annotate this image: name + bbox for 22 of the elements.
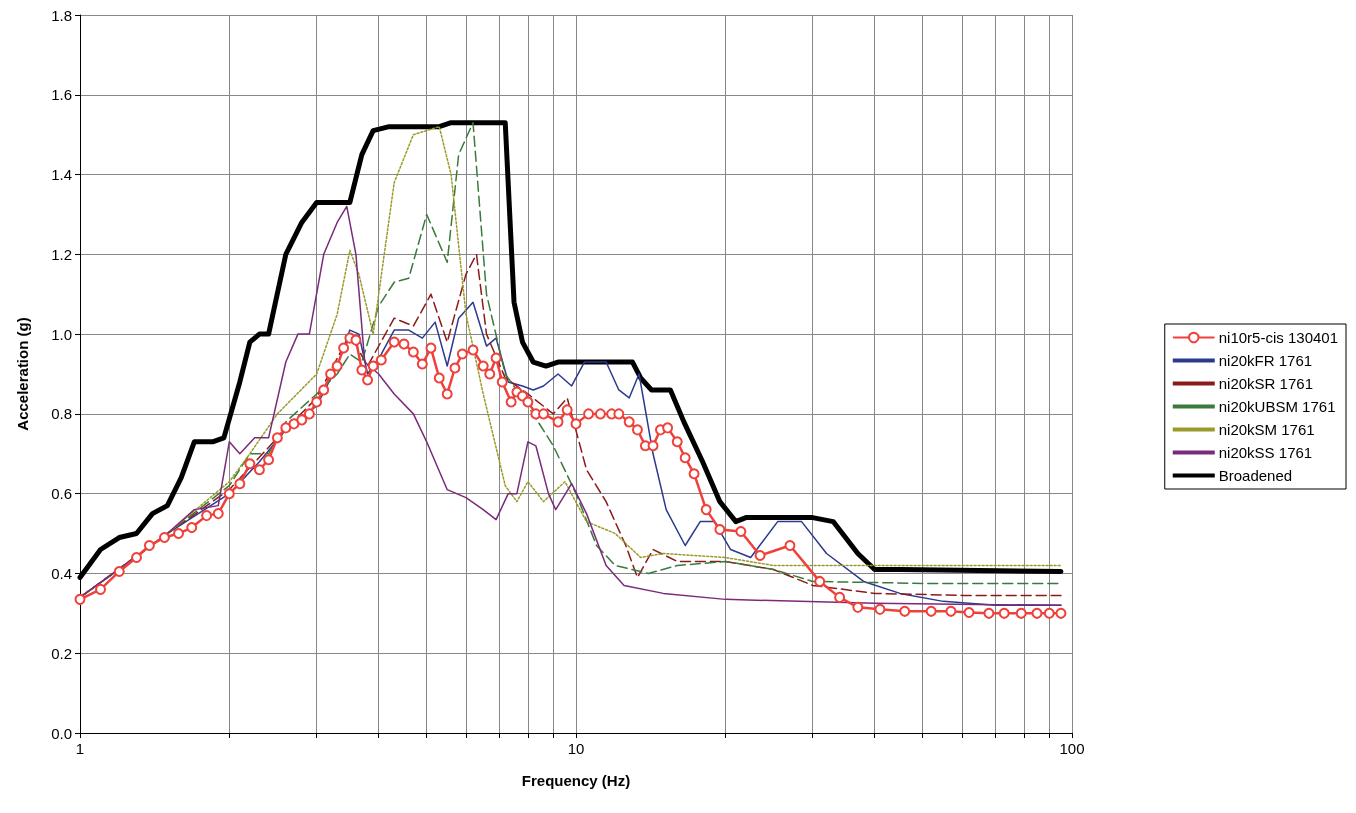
y-tick-label: 1.4 (51, 166, 72, 184)
legend-label: ni20kSM 1761 (1218, 421, 1315, 438)
legend-label: ni20kSR 1761 (1218, 375, 1313, 392)
y-tick-label: 1.6 (51, 86, 72, 104)
legend-label: ni20kSS 1761 (1218, 444, 1313, 461)
x-tick-label: 1 (75, 740, 85, 757)
y-tick-label: 0.6 (51, 485, 72, 503)
y-tick-label: 0.4 (51, 564, 72, 582)
y-tick-label: 1.2 (51, 245, 72, 263)
x-tick-label: 10 (567, 740, 585, 757)
y-tick-label: 0.8 (51, 405, 72, 423)
legend-label: ni20kUBSM 1761 (1218, 398, 1336, 415)
y-tick-label: 0.2 (51, 644, 72, 662)
y-tick-label: 1.8 (51, 6, 72, 24)
y-tick-label: 0.0 (51, 724, 72, 742)
legend-label: ni20kFR 1761 (1218, 352, 1313, 369)
legend-label: ni10r5-cis 130401 (1218, 329, 1338, 346)
x-axis-title: Frequency (Hz) (521, 772, 631, 789)
y-axis-title: Acceleration (g) (14, 317, 31, 431)
y-tick-label: 1.0 (51, 325, 72, 343)
x-tick-label: 100 (1059, 740, 1085, 757)
legend-label: Broadened (1218, 467, 1293, 484)
